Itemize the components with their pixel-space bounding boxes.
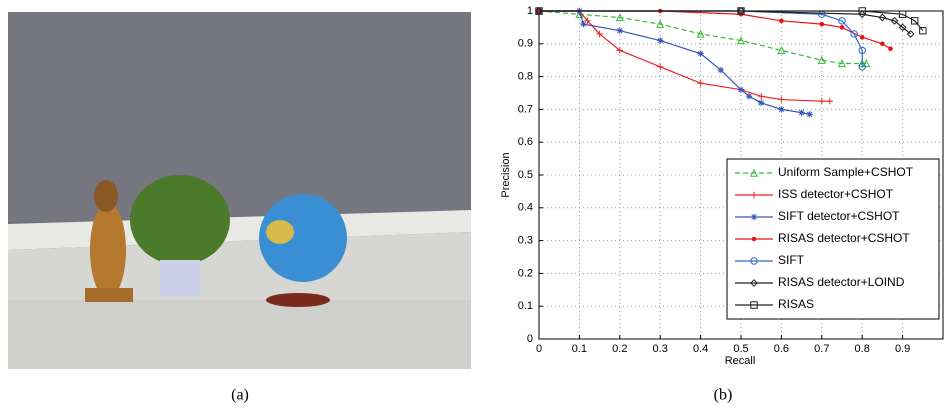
marker bbox=[818, 98, 825, 105]
legend-label: SIFT bbox=[778, 253, 805, 267]
x-tick-label: 0.8 bbox=[855, 343, 870, 355]
y-tick-label: 0.4 bbox=[518, 202, 533, 214]
marker bbox=[657, 37, 664, 44]
y-tick-label: 0.7 bbox=[518, 103, 533, 115]
series-line bbox=[539, 10, 924, 32]
marker bbox=[758, 99, 765, 107]
photo bbox=[8, 12, 471, 369]
legend-label: ISS detector+CSHOT bbox=[778, 187, 894, 201]
y-tick-label: 0.9 bbox=[518, 38, 533, 50]
marker bbox=[584, 17, 591, 25]
marker bbox=[778, 106, 785, 113]
marker bbox=[751, 236, 757, 242]
marker bbox=[616, 47, 623, 54]
x-tick-label: 0.5 bbox=[733, 343, 748, 355]
marker bbox=[859, 34, 865, 40]
y-tick-label: 0.5 bbox=[518, 169, 533, 181]
marker bbox=[736, 36, 746, 45]
marker bbox=[806, 111, 813, 118]
x-tick-label: 0.6 bbox=[774, 343, 789, 355]
marker bbox=[657, 63, 664, 70]
legend-label: Uniform Sample+CSHOT bbox=[778, 165, 914, 179]
marker bbox=[696, 29, 705, 38]
marker bbox=[737, 86, 745, 93]
marker bbox=[878, 13, 887, 22]
marker bbox=[911, 17, 919, 25]
marker bbox=[779, 18, 784, 24]
marker bbox=[898, 10, 907, 18]
marker bbox=[890, 16, 899, 25]
marker bbox=[880, 41, 885, 47]
legend-label: RISAS detector+LOIND bbox=[778, 275, 905, 289]
x-tick-label: 0.7 bbox=[814, 343, 829, 355]
marker bbox=[596, 30, 603, 38]
marker bbox=[580, 20, 587, 28]
marker bbox=[656, 19, 665, 28]
y-tick-label: 0.6 bbox=[518, 136, 533, 148]
marker bbox=[535, 7, 543, 15]
marker bbox=[615, 13, 624, 22]
marker bbox=[749, 168, 759, 177]
x-axis-label: Recall bbox=[725, 355, 756, 367]
marker bbox=[839, 25, 845, 30]
marker bbox=[616, 27, 623, 34]
marker bbox=[862, 59, 871, 68]
marker bbox=[750, 213, 758, 221]
caption: (a) bbox=[231, 387, 249, 404]
marker bbox=[697, 50, 704, 57]
marker bbox=[750, 301, 758, 309]
marker bbox=[798, 109, 805, 116]
marker bbox=[888, 46, 893, 52]
y-tick-label: 0 bbox=[527, 333, 533, 345]
marker bbox=[850, 30, 858, 38]
series-line bbox=[538, 10, 867, 65]
x-tick-label: 0.9 bbox=[895, 343, 910, 355]
marker bbox=[750, 257, 758, 265]
marker bbox=[737, 7, 745, 15]
x-tick-label: 0 bbox=[536, 343, 542, 355]
marker bbox=[858, 7, 866, 15]
marker bbox=[919, 26, 927, 35]
x-tick-label: 0.2 bbox=[612, 343, 627, 355]
x-tick-label: 0.3 bbox=[653, 343, 668, 355]
marker bbox=[750, 279, 758, 287]
marker bbox=[819, 21, 825, 27]
marker bbox=[858, 10, 867, 19]
caption: (b) bbox=[714, 387, 733, 404]
marker bbox=[745, 93, 753, 100]
y-tick-label: 1 bbox=[527, 5, 533, 17]
x-tick-label: 0.1 bbox=[572, 343, 587, 355]
marker bbox=[906, 30, 915, 38]
marker bbox=[826, 98, 834, 105]
legend-label: SIFT detector+CSHOT bbox=[778, 209, 900, 223]
marker bbox=[778, 96, 785, 103]
marker bbox=[777, 46, 786, 55]
marker bbox=[838, 17, 846, 25]
marker bbox=[750, 191, 758, 199]
marker bbox=[758, 93, 765, 100]
marker bbox=[717, 66, 724, 74]
y-tick-label: 0.2 bbox=[518, 267, 533, 279]
y-axis-label: Precision bbox=[500, 152, 512, 197]
marker bbox=[898, 23, 907, 32]
y-tick-label: 0.8 bbox=[518, 71, 533, 83]
marker bbox=[697, 79, 704, 87]
marker bbox=[858, 63, 866, 71]
marker bbox=[837, 59, 847, 68]
y-tick-label: 0.3 bbox=[518, 235, 533, 247]
y-tick-label: 0.1 bbox=[518, 300, 533, 312]
legend-label: RISAS detector+CSHOT bbox=[778, 231, 910, 245]
x-tick-label: 0.4 bbox=[693, 343, 708, 355]
marker bbox=[858, 46, 866, 55]
series-line bbox=[539, 10, 830, 102]
marker bbox=[817, 55, 826, 64]
legend-label: RISAS bbox=[778, 297, 814, 311]
